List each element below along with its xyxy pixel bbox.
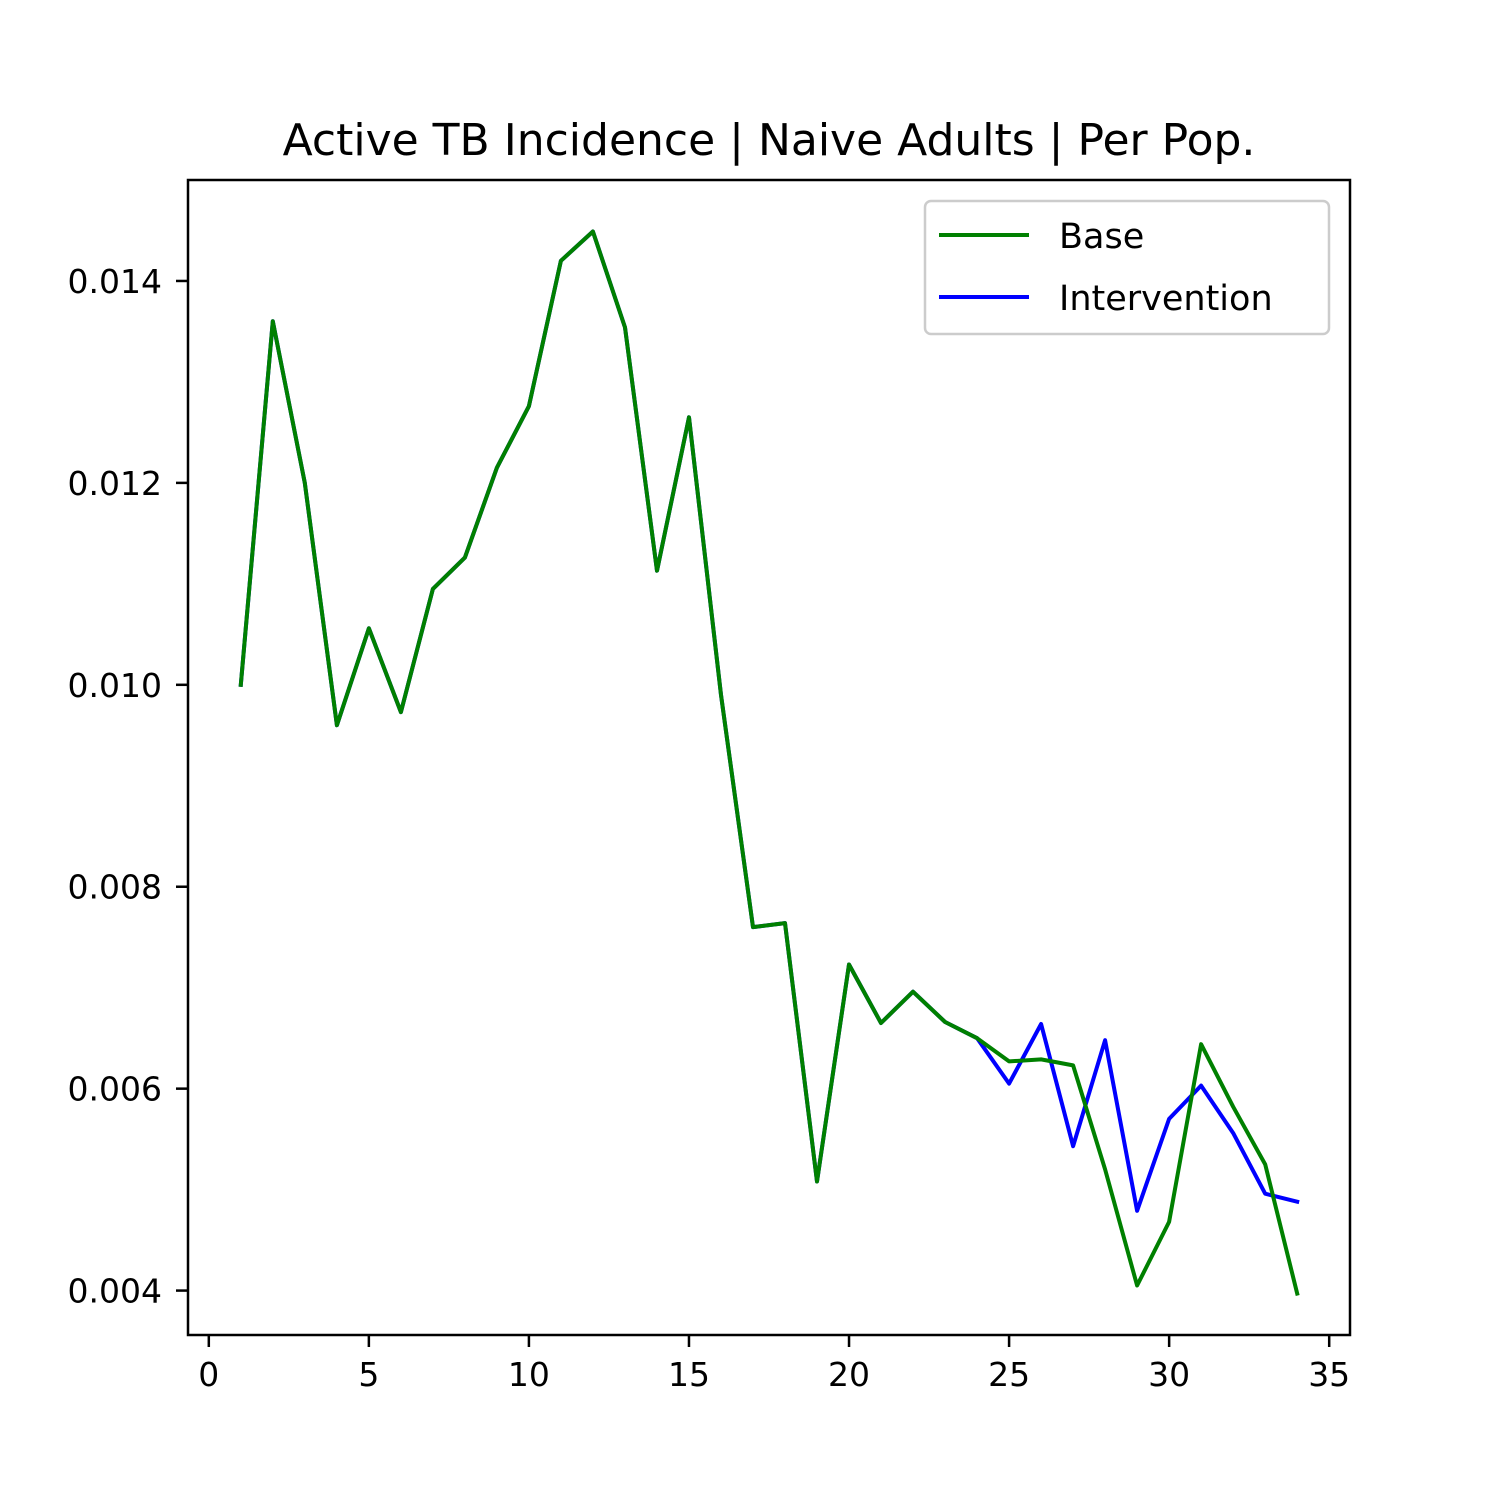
y-tick-label: 0.010 [68, 666, 162, 705]
legend-label-intervention: Intervention [1059, 279, 1273, 319]
x-tick-label: 10 [508, 1355, 550, 1394]
y-tick-label: 0.004 [68, 1272, 162, 1311]
chart-title: Active TB Incidence | Naive Adults | Per… [283, 115, 1256, 166]
y-tick-label: 0.014 [68, 262, 162, 301]
y-tick-label: 0.008 [68, 868, 162, 907]
y-tick-label: 0.012 [68, 464, 162, 503]
plot-area [238, 229, 1300, 1297]
x-tick-label: 20 [828, 1355, 870, 1394]
axes-frame [186, 178, 1352, 1337]
series-line-base [238, 229, 1300, 1297]
x-tick-label: 5 [358, 1355, 379, 1394]
axes: 0 5 10 15 20 25 30 35 0.004 0.006 0.008 0.010 0.012 0… [68, 178, 1352, 1394]
x-tick-label: 0 [198, 1355, 219, 1394]
x-tick-label: 15 [668, 1355, 710, 1394]
legend-label-base: Base [1059, 217, 1144, 257]
y-tick-label: 0.006 [68, 1070, 162, 1109]
x-tick-label: 35 [1308, 1355, 1350, 1394]
legend: Base Intervention [923, 199, 1331, 336]
x-tick-label: 30 [1148, 1355, 1190, 1394]
x-tick-label: 25 [988, 1355, 1030, 1394]
